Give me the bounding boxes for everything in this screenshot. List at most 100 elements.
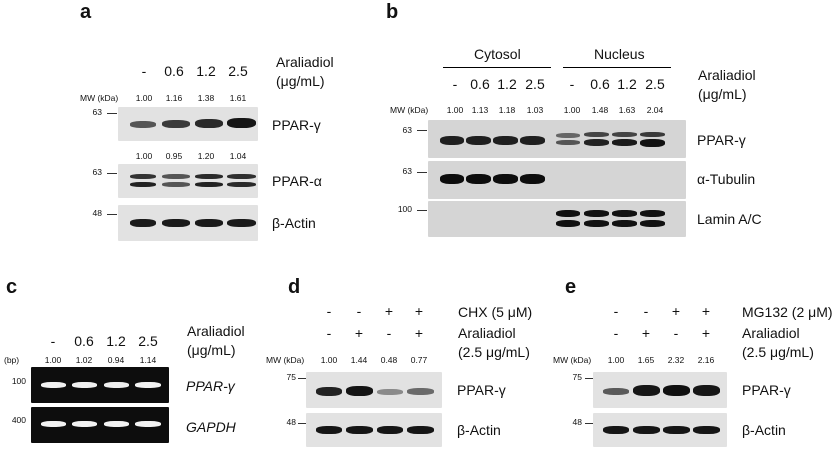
band <box>135 421 161 427</box>
mw-tick <box>417 210 427 211</box>
band <box>41 421 66 427</box>
quant-value: 2.04 <box>646 105 664 115</box>
blot-name: PPAR-α <box>272 173 322 189</box>
mw-header: MW (kDa) <box>266 355 305 365</box>
mw-tick <box>298 423 308 424</box>
mw-marker: 63 <box>402 125 412 135</box>
treatment-name: Araliadiol <box>276 54 334 70</box>
mw-marker: 100 <box>397 204 412 214</box>
band <box>584 139 609 146</box>
sign: + <box>701 303 711 319</box>
lane-label: - <box>141 63 147 79</box>
band <box>633 385 660 396</box>
quant-value: 1.03 <box>526 105 544 115</box>
band <box>612 132 637 137</box>
band <box>663 426 690 434</box>
sign: - <box>613 325 619 341</box>
treatment-dose: (2.5 μg/mL) <box>742 344 814 360</box>
band <box>640 132 665 137</box>
treatment-dose: (2.5 μg/mL) <box>458 344 530 360</box>
sign: - <box>326 325 332 341</box>
band <box>346 386 373 396</box>
mw-tick <box>417 172 427 173</box>
sign: - <box>356 303 362 319</box>
quant-value: 1.00 <box>563 105 581 115</box>
sign: - <box>613 303 619 319</box>
band <box>556 220 580 227</box>
quant-value: 1.04 <box>229 151 247 161</box>
band <box>407 426 434 434</box>
blot-b-alpha-tubulin <box>428 161 686 199</box>
quant-value: 1.63 <box>618 105 636 115</box>
band <box>195 174 223 179</box>
band <box>130 121 156 128</box>
blot-name: PPAR-γ <box>742 382 791 398</box>
lane-label: - <box>50 333 56 349</box>
mw-header: MW (kDa) <box>80 93 119 103</box>
band <box>135 382 161 388</box>
band <box>633 426 660 434</box>
blot-name: β-Actin <box>457 422 501 438</box>
band <box>227 219 256 227</box>
band <box>584 220 609 227</box>
gel-c-ppar-gamma <box>31 367 169 403</box>
mw-marker: 63 <box>402 166 412 176</box>
lane-label: 2.5 <box>645 76 665 92</box>
blot-b-ppar-gamma <box>428 120 686 158</box>
quant-value: 1.00 <box>44 355 62 365</box>
sign: - <box>326 303 332 319</box>
sign: - <box>673 325 679 341</box>
mw-tick <box>107 113 117 114</box>
band <box>104 382 129 388</box>
panel-a-label: a <box>80 1 92 23</box>
band <box>41 382 66 388</box>
quant-value: 1.44 <box>350 355 368 365</box>
quant-value: 1.00 <box>135 93 153 103</box>
sign: - <box>386 325 392 341</box>
band <box>640 220 665 227</box>
band <box>130 219 156 227</box>
band <box>640 210 665 217</box>
treatment-label: CHX (5 μM) <box>458 304 533 320</box>
blot-a-ppar-alpha <box>118 164 258 198</box>
blot-name: PPAR-γ <box>272 117 321 133</box>
band <box>556 133 580 138</box>
band <box>195 119 223 128</box>
sign: + <box>671 303 681 319</box>
band <box>584 132 609 137</box>
lane-label: 2.5 <box>138 333 158 349</box>
band <box>612 139 637 146</box>
lane-label: 0.6 <box>164 63 184 79</box>
quant-value: 1.20 <box>197 151 215 161</box>
blot-name: Lamin A/C <box>697 211 762 227</box>
lane-label: 0.6 <box>590 76 610 92</box>
treatment-name: Araliadiol <box>698 67 756 83</box>
quant-value: 1.65 <box>637 355 655 365</box>
quant-value: 2.32 <box>667 355 685 365</box>
mw-header: (bp) <box>4 355 20 365</box>
band <box>130 182 156 187</box>
mw-tick <box>417 130 427 131</box>
band <box>72 382 97 388</box>
quant-value: 1.00 <box>320 355 338 365</box>
band <box>693 426 720 434</box>
band <box>612 210 637 217</box>
mw-tick <box>107 173 117 174</box>
band <box>556 140 580 145</box>
group-label: Nucleus <box>594 46 645 62</box>
band <box>520 174 545 184</box>
band <box>346 426 373 434</box>
treatment-label: MG132 (2 μM) <box>742 304 833 320</box>
gel-c-gapdh <box>31 407 169 443</box>
panel-b-label: b <box>386 1 399 23</box>
band <box>556 210 580 217</box>
quant-value: 1.48 <box>591 105 609 115</box>
treatment-label: Araliadiol (μg/mL) <box>698 66 756 104</box>
band <box>612 220 637 227</box>
gel-name: PPAR-γ <box>186 378 235 394</box>
band <box>195 219 223 227</box>
group-label: Cytosol <box>474 46 521 62</box>
mw-marker: 400 <box>11 415 26 425</box>
quant-value: 1.00 <box>135 151 153 161</box>
mw-marker: 48 <box>572 417 582 427</box>
